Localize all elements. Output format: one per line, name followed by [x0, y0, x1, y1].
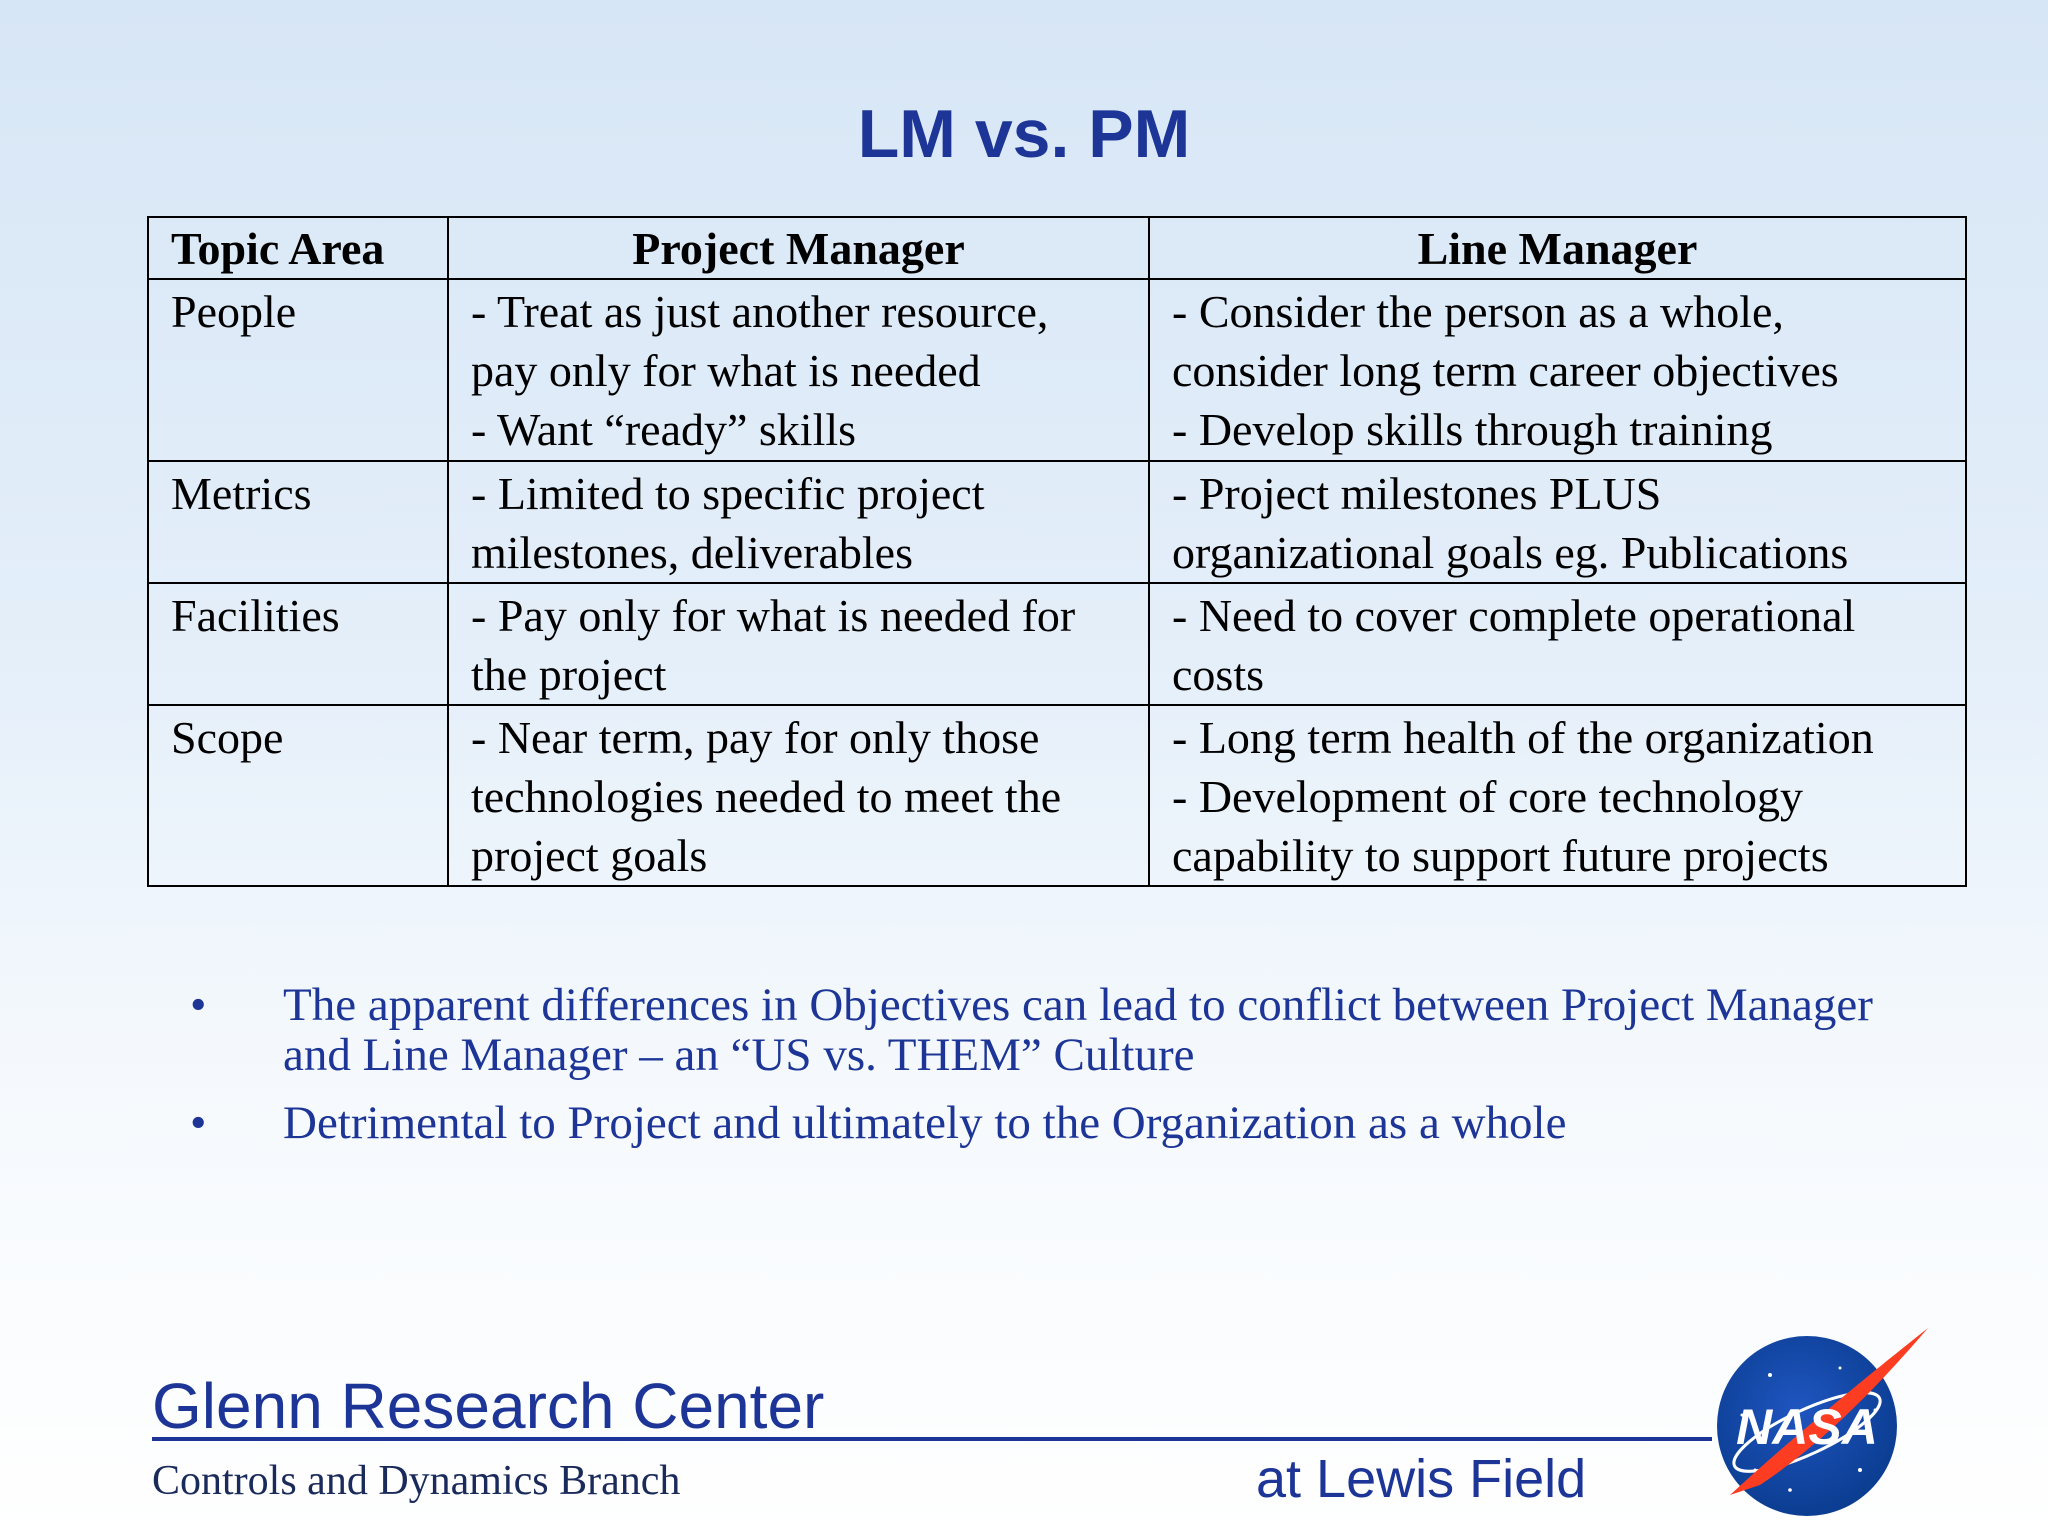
- bullet-text: The apparent differences in Objectives c…: [283, 979, 1873, 1081]
- topic-cell: Metrics: [147, 460, 449, 584]
- header-project-manager: Project Manager: [447, 216, 1150, 280]
- table-row: People - Treat as just another resource,…: [147, 278, 1967, 462]
- header-line-manager: Line Manager: [1148, 216, 1967, 280]
- nasa-logo-text: NASA: [1736, 1399, 1878, 1455]
- cell-line: capability to support future projects: [1172, 830, 1829, 881]
- cell-line: the project: [471, 649, 667, 700]
- cell-line: costs: [1172, 649, 1264, 700]
- cell-line: technologies needed to meet the: [471, 771, 1062, 822]
- cell-line: - Want “ready” skills: [471, 404, 857, 455]
- cell-line: - Pay only for what is needed for: [471, 590, 1076, 641]
- cell-line: - Development of core technology: [1172, 771, 1803, 822]
- cell-line: - Project milestones PLUS: [1172, 468, 1662, 519]
- footer-location: at Lewis Field: [1256, 1449, 1587, 1509]
- cell-line: pay only for what is needed: [471, 345, 981, 396]
- bullet-list: • The apparent differences in Objectives…: [190, 980, 1890, 1166]
- cell-line: - Consider the person as a whole,: [1172, 286, 1784, 337]
- pm-cell: - Near term, pay for only those technolo…: [447, 704, 1150, 887]
- cell-line: milestones, deliverables: [471, 527, 913, 578]
- cell-line: organizational goals eg. Publications: [1172, 527, 1849, 578]
- comparison-table: Topic Area Project Manager Line Manager …: [147, 216, 1967, 887]
- pm-cell: - Limited to specific project milestones…: [447, 460, 1150, 584]
- topic-cell: Scope: [147, 704, 449, 887]
- cell-line: consider long term career objectives: [1172, 345, 1839, 396]
- table-header-row: Topic Area Project Manager Line Manager: [147, 216, 1967, 280]
- lm-cell: - Long term health of the organization -…: [1148, 704, 1967, 887]
- footer-divider: [152, 1437, 1712, 1441]
- topic-cell: People: [147, 278, 449, 462]
- cell-line: - Near term, pay for only those: [471, 712, 1040, 763]
- cell-line: - Need to cover complete operational: [1172, 590, 1856, 641]
- nasa-meatball-logo-icon: NASA: [1717, 1328, 1928, 1516]
- bullet-item: • Detrimental to Project and ultimately …: [190, 1098, 1890, 1148]
- topic-cell: Facilities: [147, 582, 449, 706]
- bullet-text: Detrimental to Project and ultimately to…: [283, 1097, 1567, 1149]
- bullet-item: • The apparent differences in Objectives…: [190, 980, 1890, 1080]
- pm-cell: - Treat as just another resource, pay on…: [447, 278, 1150, 462]
- cell-line: - Limited to specific project: [471, 468, 985, 519]
- bullet-marker: •: [190, 1097, 207, 1149]
- cell-line: project goals: [471, 830, 708, 881]
- table-row: Scope - Near term, pay for only those te…: [147, 704, 1967, 887]
- cell-line: - Treat as just another resource,: [471, 286, 1049, 337]
- table-row: Metrics - Limited to specific project mi…: [147, 460, 1967, 584]
- footer-branch-name: Controls and Dynamics Branch: [152, 1458, 681, 1504]
- cell-line: - Develop skills through training: [1172, 404, 1773, 455]
- lm-cell: - Need to cover complete operational cos…: [1148, 582, 1967, 706]
- lm-cell: - Project milestones PLUS organizational…: [1148, 460, 1967, 584]
- lm-cell: - Consider the person as a whole, consid…: [1148, 278, 1967, 462]
- table-row: Facilities - Pay only for what is needed…: [147, 582, 1967, 706]
- pm-cell: - Pay only for what is needed for the pr…: [447, 582, 1150, 706]
- bullet-marker: •: [190, 979, 207, 1031]
- header-topic-area: Topic Area: [147, 216, 449, 280]
- footer-center-name: Glenn Research Center: [152, 1370, 825, 1442]
- cell-line: - Long term health of the organization: [1172, 712, 1874, 763]
- slide-title: LM vs. PM: [857, 96, 1191, 172]
